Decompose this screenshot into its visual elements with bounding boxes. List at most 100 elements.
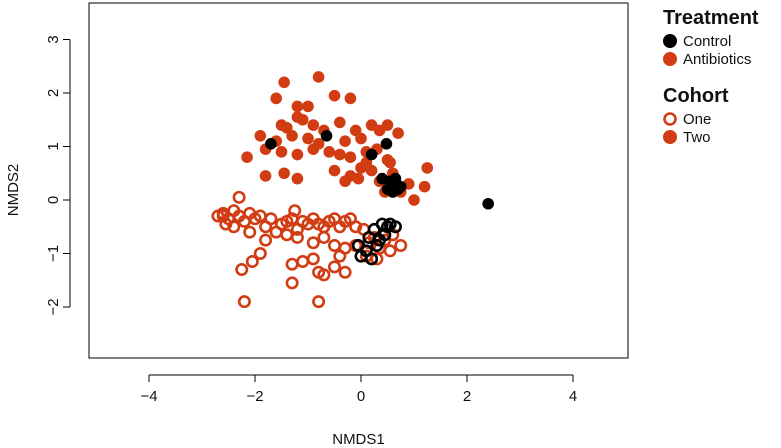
x-tick-label: 2 — [463, 388, 471, 405]
data-point — [317, 268, 331, 282]
data-point — [312, 295, 326, 309]
data-point — [344, 151, 357, 163]
y-tick-label: 1 — [45, 142, 62, 150]
data-point — [219, 217, 233, 231]
data-point — [227, 220, 241, 234]
data-point — [365, 148, 378, 161]
data-point — [355, 132, 367, 145]
data-point — [334, 116, 346, 129]
data-point — [245, 255, 259, 269]
data-point — [370, 252, 384, 266]
data-point — [307, 143, 320, 155]
data-point — [373, 124, 386, 137]
x-tick-label: −4 — [140, 388, 157, 405]
data-point — [392, 127, 404, 139]
series-control-one — [351, 217, 402, 266]
data-point — [388, 220, 402, 234]
data-point — [241, 151, 253, 163]
legend-entry-label: Control — [683, 33, 731, 50]
data-point — [394, 238, 408, 252]
legend-title: Treatment — [663, 7, 759, 29]
legend-marker — [663, 52, 677, 66]
data-point — [394, 180, 407, 193]
data-point — [354, 249, 368, 263]
legend-marker — [663, 112, 677, 126]
series-antibiotics-one — [211, 190, 408, 309]
data-point — [338, 265, 352, 279]
data-point — [253, 247, 267, 261]
data-point — [312, 71, 325, 83]
data-point — [216, 209, 230, 223]
data-point — [288, 204, 302, 218]
data-point — [307, 119, 320, 131]
data-point — [352, 172, 365, 185]
data-point — [270, 92, 283, 105]
legend-entry-label: One — [683, 111, 711, 128]
data-point — [291, 172, 304, 185]
data-point — [254, 130, 267, 142]
data-point — [285, 276, 299, 290]
data-point — [339, 135, 351, 147]
data-point — [291, 100, 304, 113]
data-point — [306, 236, 320, 250]
plot-frame — [88, 2, 629, 359]
data-point — [334, 148, 346, 161]
data-point — [286, 130, 298, 142]
data-point — [306, 252, 320, 266]
data-point — [269, 225, 283, 239]
data-point — [243, 225, 257, 239]
data-point — [328, 164, 341, 177]
y-tick-label: −2 — [45, 298, 62, 315]
data-point — [333, 249, 347, 263]
data-point — [344, 92, 357, 105]
data-point — [259, 233, 273, 247]
data-point — [285, 257, 299, 271]
data-point — [381, 154, 394, 166]
data-point — [232, 190, 246, 204]
data-point — [237, 295, 251, 309]
data-point — [275, 146, 288, 158]
x-tick-label: 4 — [569, 388, 577, 405]
x-axis-label: NMDS1 — [332, 431, 385, 448]
legend-marker — [663, 34, 677, 48]
data-point — [323, 146, 336, 158]
data-point — [296, 113, 309, 126]
y-tick-label: 2 — [45, 89, 62, 97]
legend-entry-label: Two — [683, 129, 711, 146]
points-layer — [211, 71, 495, 309]
data-point — [265, 138, 277, 150]
axes-layer: −4 −2 0 2 4 −2 −1 0 1 2 3 — [45, 35, 577, 405]
data-point — [373, 233, 387, 247]
y-tick-label: 0 — [45, 196, 62, 204]
data-point — [408, 194, 420, 206]
data-point — [380, 138, 393, 150]
data-point — [339, 175, 351, 188]
data-point — [302, 132, 314, 145]
data-point — [320, 130, 333, 142]
data-point — [278, 167, 290, 180]
data-point — [328, 89, 341, 102]
x-tick-label: −2 — [246, 388, 263, 405]
data-point — [291, 148, 304, 161]
data-point — [421, 162, 434, 174]
data-point — [264, 212, 278, 226]
data-point — [317, 230, 331, 244]
y-tick-label: 3 — [45, 35, 62, 43]
legend-marker — [663, 130, 677, 144]
legend-entry-label: Antibiotics — [683, 51, 751, 68]
data-point — [327, 260, 341, 274]
data-point — [259, 170, 272, 182]
data-point — [302, 100, 314, 113]
data-point — [383, 244, 397, 258]
data-point — [349, 220, 363, 234]
data-point — [418, 180, 431, 193]
data-point — [278, 76, 290, 89]
data-point — [482, 197, 495, 210]
data-point — [327, 238, 341, 252]
data-point — [296, 255, 310, 269]
legend-title: Cohort — [663, 85, 729, 107]
data-point — [381, 183, 394, 196]
y-tick-label: −1 — [45, 245, 62, 262]
data-point — [235, 263, 249, 277]
